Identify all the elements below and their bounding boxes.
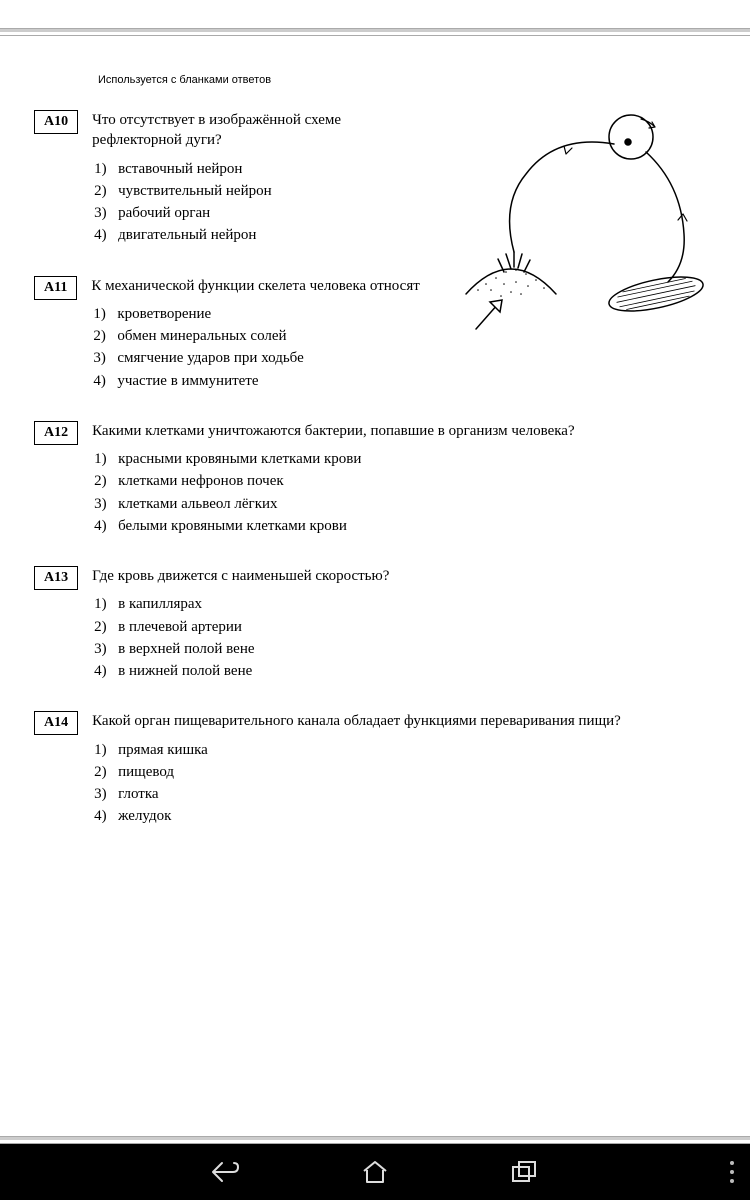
question-text: К механической функции скелета человека … (91, 276, 716, 296)
option-text: обмен минеральных солей (117, 326, 286, 346)
option-item: 2)клетками нефронов почек (94, 471, 716, 491)
option-number: 1) (94, 740, 118, 760)
overflow-menu-icon[interactable] (730, 1161, 734, 1183)
question-label: A10 (34, 110, 78, 134)
page-bottom-divider (0, 1136, 750, 1144)
back-button[interactable] (210, 1157, 240, 1187)
option-text: красными кровяными клетками крови (118, 449, 361, 469)
document-page: Используется с бланками ответов A10 Что … (0, 36, 750, 1136)
page-top-divider (0, 28, 750, 36)
question-options: 1)красными кровяными клетками крови 2)кл… (92, 449, 716, 536)
option-number: 4) (94, 661, 118, 681)
question-a12: A12 Какими клетками уничтожаются бактери… (34, 421, 716, 538)
option-text: желудок (118, 806, 171, 826)
option-text: рабочий орган (118, 203, 210, 223)
option-text: в капиллярах (118, 594, 202, 614)
option-number: 1) (94, 449, 118, 469)
option-text: смягчение ударов при ходьбе (117, 348, 303, 368)
option-number: 4) (94, 225, 118, 245)
option-item: 4)белыми кровяными клетками крови (94, 516, 716, 536)
android-navbar (0, 1144, 750, 1200)
question-label: A13 (34, 566, 78, 590)
option-item: 4)участие в иммунитете (93, 371, 716, 391)
recent-apps-button[interactable] (510, 1157, 540, 1187)
option-item: 2)в плечевой артерии (94, 617, 716, 637)
question-label: A11 (34, 276, 77, 300)
question-options: 1)прямая кишка 2)пищевод 3)глотка 4)желу… (92, 740, 716, 827)
option-item: 4)желудок (94, 806, 716, 826)
option-text: клетками нефронов почек (118, 471, 284, 491)
option-text: клетками альвеол лёгких (118, 494, 277, 514)
option-number: 2) (94, 762, 118, 782)
option-number: 3) (94, 784, 118, 804)
option-number: 2) (94, 471, 118, 491)
option-item: 3)в верхней полой вене (94, 639, 716, 659)
option-item: 3)клетками альвеол лёгких (94, 494, 716, 514)
question-options: 1)кроветворение 2)обмен минеральных соле… (91, 304, 716, 391)
option-text: двигательный нейрон (118, 225, 256, 245)
option-item: 3)рабочий орган (94, 203, 392, 223)
option-text: глотка (118, 784, 158, 804)
option-text: в плечевой артерии (118, 617, 242, 637)
option-item: 1)кроветворение (93, 304, 716, 324)
option-item: 2)пищевод (94, 762, 716, 782)
question-a13: A13 Где кровь движется с наименьшей скор… (34, 566, 716, 683)
question-a14: A14 Какой орган пищеварительного канала … (34, 711, 716, 828)
option-text: пищевод (118, 762, 174, 782)
option-item: 3)смягчение ударов при ходьбе (93, 348, 716, 368)
question-text: Где кровь движется с наименьшей скорость… (92, 566, 716, 586)
option-item: 1)прямая кишка (94, 740, 716, 760)
option-number: 1) (94, 594, 118, 614)
option-item: 1)красными кровяными клетками крови (94, 449, 716, 469)
option-item: 1)вставочный нейрон (94, 159, 392, 179)
option-number: 2) (93, 326, 117, 346)
option-number: 4) (94, 516, 118, 536)
option-number: 1) (94, 159, 118, 179)
question-options: 1)в капиллярах 2)в плечевой артерии 3)в … (92, 594, 716, 681)
question-options: 1)вставочный нейрон 2)чувствительный ней… (92, 159, 392, 246)
option-item: 2)чувствительный нейрон (94, 181, 392, 201)
option-item: 4)в нижней полой вене (94, 661, 716, 681)
question-label: A12 (34, 421, 78, 445)
question-text: Какими клетками уничтожаются бактерии, п… (92, 421, 716, 441)
option-text: кроветворение (117, 304, 211, 324)
option-number: 4) (94, 806, 118, 826)
option-text: в верхней полой вене (118, 639, 254, 659)
option-number: 3) (94, 494, 118, 514)
option-text: белыми кровяными клетками крови (118, 516, 347, 536)
option-item: 3)глотка (94, 784, 716, 804)
option-number: 3) (93, 348, 117, 368)
question-text: Что отсутствует в изображённой схеме реф… (92, 110, 392, 151)
question-label: A14 (34, 711, 78, 735)
question-a10: A10 Что отсутствует в изображённой схеме… (34, 110, 716, 248)
option-item: 1)в капиллярах (94, 594, 716, 614)
option-text: чувствительный нейрон (118, 181, 272, 201)
option-number: 3) (94, 203, 118, 223)
option-item: 2)обмен минеральных солей (93, 326, 716, 346)
option-number: 2) (94, 181, 118, 201)
option-text: вставочный нейрон (118, 159, 242, 179)
question-text: Какой орган пищеварительного канала обла… (92, 711, 716, 731)
option-text: участие в иммунитете (117, 371, 258, 391)
question-a11: A11 К механической функции скелета челов… (34, 276, 716, 393)
option-number: 4) (93, 371, 117, 391)
option-number: 2) (94, 617, 118, 637)
option-text: прямая кишка (118, 740, 208, 760)
home-button[interactable] (360, 1157, 390, 1187)
header-note: Используется с бланками ответов (98, 74, 716, 86)
option-number: 3) (94, 639, 118, 659)
option-text: в нижней полой вене (118, 661, 252, 681)
option-number: 1) (93, 304, 117, 324)
option-item: 4)двигательный нейрон (94, 225, 392, 245)
